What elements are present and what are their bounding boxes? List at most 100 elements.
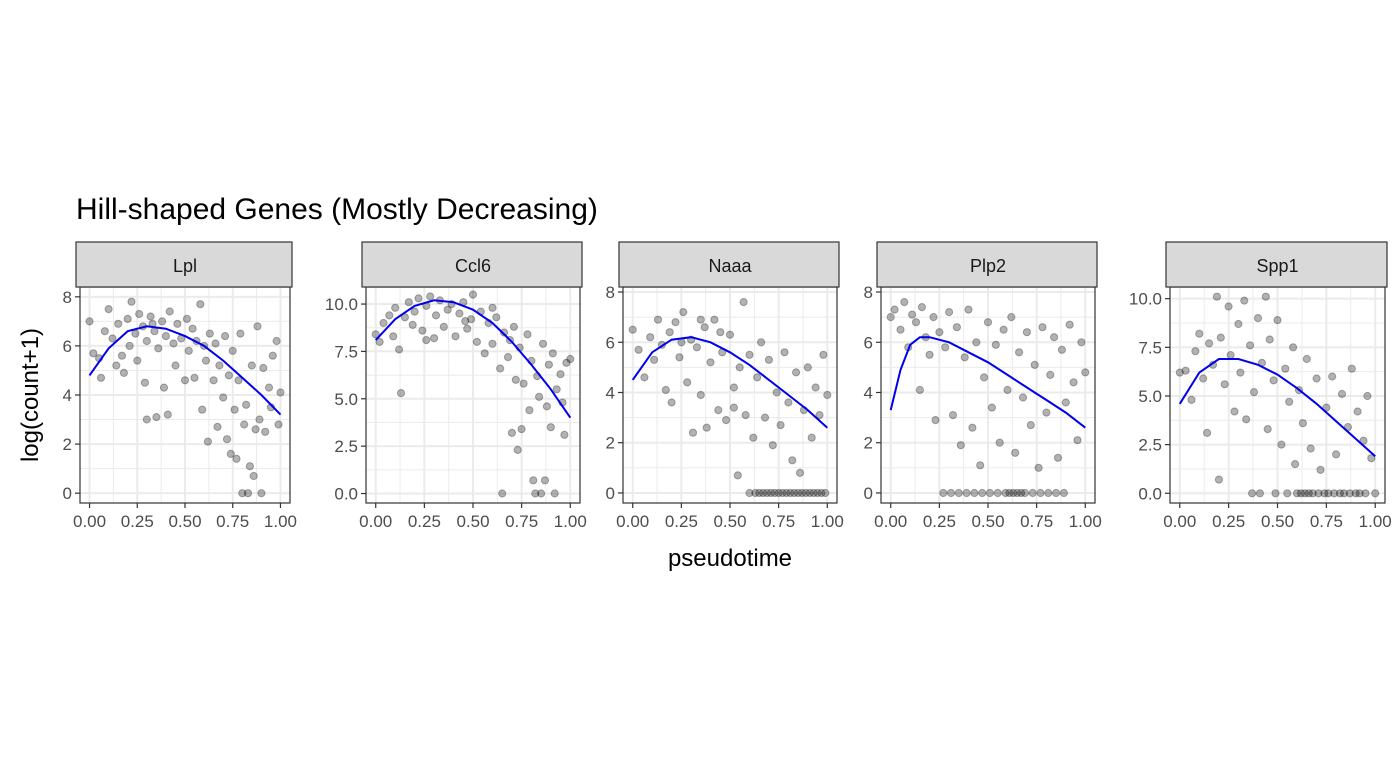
data-point <box>716 328 725 337</box>
data-point <box>242 400 251 409</box>
data-point <box>722 416 731 425</box>
data-point <box>158 317 167 326</box>
data-point <box>552 385 561 394</box>
data-point <box>983 318 993 327</box>
data-point <box>1061 398 1070 407</box>
x-tick-label: 0.00 <box>73 512 106 531</box>
y-axis-title: log(count+1) <box>17 328 44 462</box>
data-point <box>1296 489 1306 498</box>
data-point <box>954 488 963 498</box>
data-point <box>939 488 948 498</box>
data-point <box>948 411 958 420</box>
y-tick-label: 2.5 <box>1138 436 1162 455</box>
data-point <box>945 308 954 317</box>
data-point <box>1034 463 1043 472</box>
data-point <box>819 350 828 359</box>
data-point <box>1009 488 1018 498</box>
facet-strip-label: Plp2 <box>970 256 1006 276</box>
data-point <box>150 327 159 336</box>
data-point <box>896 325 905 334</box>
data-point <box>251 425 260 434</box>
data-point <box>211 339 220 348</box>
data-point <box>146 312 155 321</box>
data-point <box>188 324 197 333</box>
x-tick-label: 0.50 <box>713 512 746 531</box>
facet-strip <box>75 241 293 288</box>
data-point <box>794 488 803 498</box>
data-point <box>710 315 719 324</box>
data-point <box>180 376 190 385</box>
data-point <box>1269 376 1278 385</box>
data-point <box>566 354 575 364</box>
data-point <box>1013 488 1022 498</box>
data-point <box>962 488 971 498</box>
data-point <box>1073 436 1082 445</box>
data-point <box>1081 368 1090 377</box>
data-point <box>985 488 995 498</box>
data-point <box>496 364 505 373</box>
data-point <box>1291 460 1300 469</box>
data-point <box>1249 388 1259 397</box>
data-point <box>230 405 239 414</box>
x-tick-label: 1.00 <box>554 512 587 531</box>
data-point <box>768 441 777 450</box>
data-point <box>968 423 977 432</box>
data-point <box>152 413 161 422</box>
data-point <box>123 314 132 323</box>
data-point <box>182 314 191 323</box>
data-point <box>946 488 956 498</box>
data-point <box>931 416 940 425</box>
data-point <box>917 303 927 312</box>
data-point <box>264 383 274 392</box>
x-tick-label: 0.25 <box>1212 512 1245 531</box>
data-point <box>535 392 544 401</box>
data-point <box>556 370 565 379</box>
data-point <box>1351 489 1360 498</box>
x-tick-label: 0.25 <box>665 512 698 531</box>
x-tick-label: 1.00 <box>811 512 844 531</box>
data-point <box>1363 391 1372 401</box>
x-tick-label: 0.75 <box>1310 512 1343 531</box>
data-point <box>813 488 822 498</box>
data-point <box>952 323 962 332</box>
data-point <box>774 488 783 498</box>
y-tick-label: 6 <box>606 333 615 352</box>
data-point <box>1361 489 1370 498</box>
data-point <box>1253 314 1263 323</box>
data-point <box>1052 488 1061 498</box>
y-tick-label: 4 <box>864 383 873 402</box>
data-point <box>240 420 249 429</box>
data-point <box>1181 366 1190 375</box>
data-point <box>801 488 811 498</box>
data-point <box>196 300 205 309</box>
data-point <box>993 488 1002 498</box>
data-point <box>439 322 448 331</box>
data-point <box>542 402 552 411</box>
data-point <box>379 318 388 328</box>
data-point <box>1234 319 1243 329</box>
data-point <box>1187 395 1196 404</box>
data-point <box>509 322 519 331</box>
data-point <box>215 361 224 370</box>
data-point <box>1322 403 1331 412</box>
facet-strip-label: Ccl6 <box>455 256 491 276</box>
data-point <box>468 290 478 299</box>
data-point <box>1308 489 1317 498</box>
data-point <box>935 328 944 337</box>
data-point <box>1212 292 1222 301</box>
y-tick-label: 7.5 <box>334 342 358 361</box>
facet-strip <box>876 241 1098 288</box>
data-point <box>430 334 439 343</box>
data-point <box>702 423 711 432</box>
data-point <box>778 488 787 498</box>
data-point <box>546 423 555 432</box>
data-point <box>776 421 785 430</box>
data-point <box>696 390 705 400</box>
data-point <box>1017 488 1026 498</box>
x-tick-label: 0.00 <box>359 512 392 531</box>
data-point <box>1018 393 1028 402</box>
data-point <box>1069 378 1078 387</box>
data-point <box>1289 343 1298 352</box>
